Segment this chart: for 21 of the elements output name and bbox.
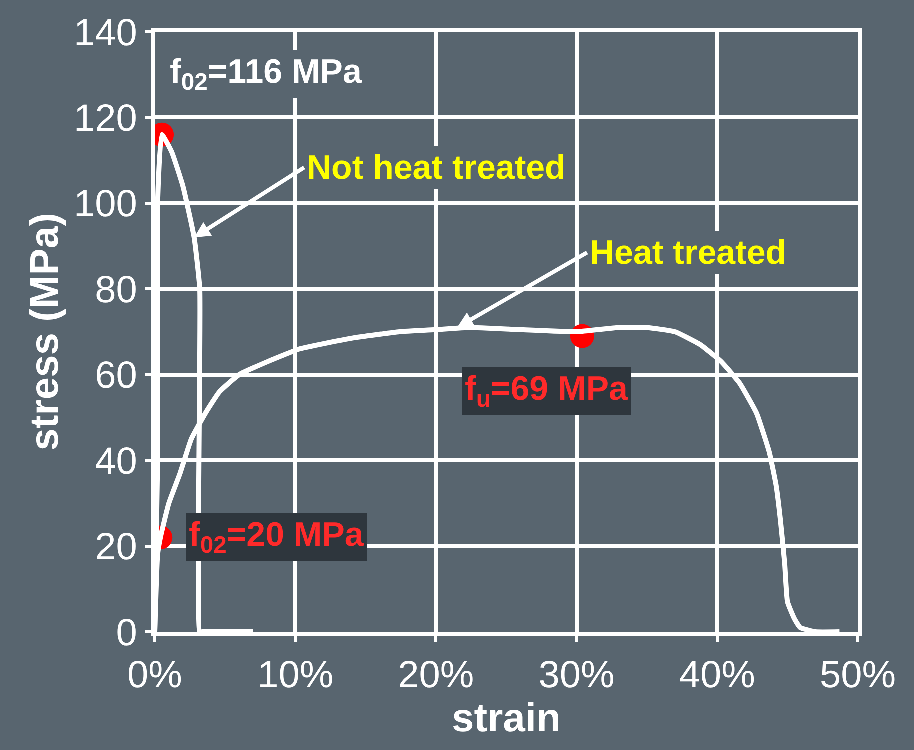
annotation: f$_{u}$=69 MPa <box>465 370 629 414</box>
x-tick-label: 50% <box>820 654 896 697</box>
x-tick-label: 0% <box>128 654 182 697</box>
x-axis-title: strain <box>452 696 561 741</box>
annotation: Not heat treated <box>307 149 566 187</box>
x-tick-label: 20% <box>398 654 474 697</box>
y-tick-label: 140 <box>74 12 138 54</box>
y-tick-label: 20 <box>95 526 138 569</box>
y-axis-title: stress (MPa) <box>22 213 67 451</box>
x-tick-label: 30% <box>538 654 615 697</box>
y-tick-label: 0 <box>116 612 138 654</box>
y-tick-label: 40 <box>95 440 138 483</box>
annotation: f$_{02}$=116 MPa <box>170 53 363 96</box>
y-tick-label: 80 <box>95 269 138 312</box>
y-tick-label: 100 <box>74 184 138 226</box>
annotation: f$_{02}$=20 MPa <box>189 516 365 560</box>
annotation: Heat treated <box>590 234 787 272</box>
y-tick-label: 120 <box>74 98 138 140</box>
y-tick-label: 60 <box>95 355 138 398</box>
x-tick-label: 10% <box>258 654 334 697</box>
x-tick-label: 40% <box>679 654 756 697</box>
